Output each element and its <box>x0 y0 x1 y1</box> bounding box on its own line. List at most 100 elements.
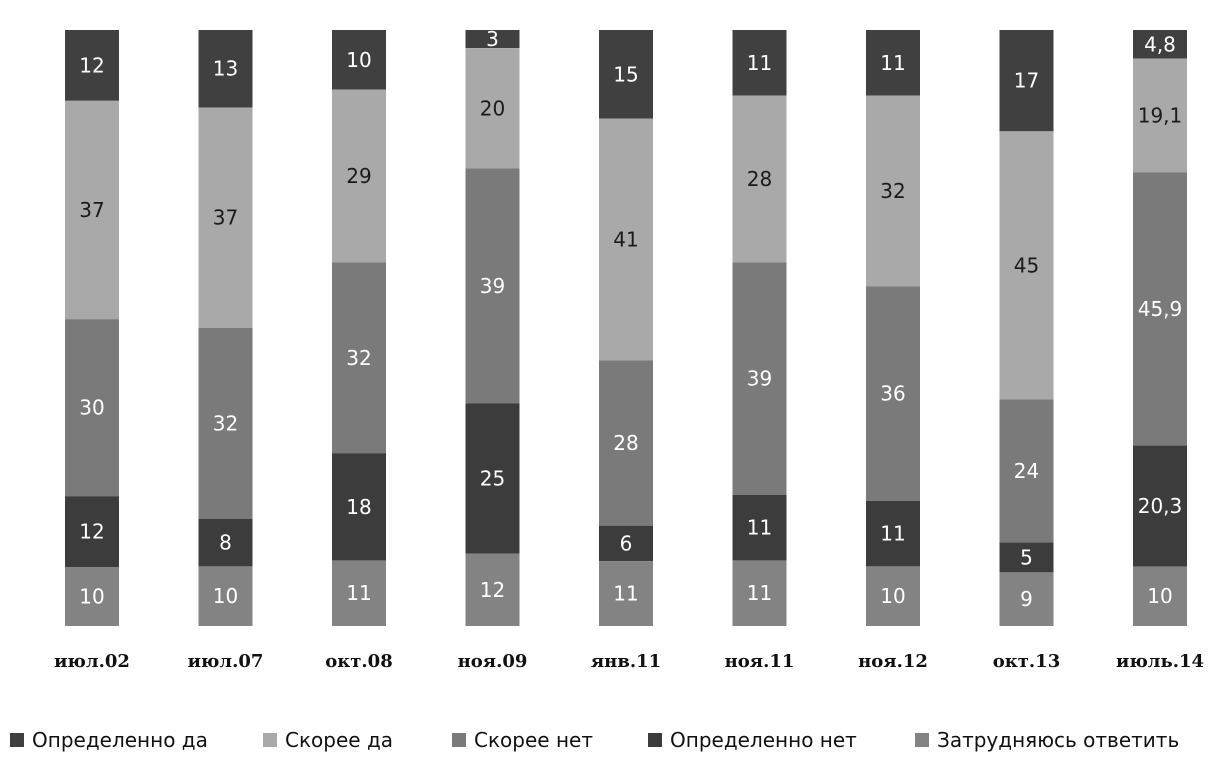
category-label-2: июл.07 <box>188 651 264 672</box>
data-label-rather-yes-8: 45 <box>1014 253 1039 277</box>
data-label-definitely-no-1: 12 <box>79 520 104 544</box>
bar-segment-rather-no-6 <box>732 262 787 495</box>
data-label-definitely-yes-7: 11 <box>880 51 905 75</box>
bar-segment-hard-to-say-3 <box>332 560 386 626</box>
bar-segment-definitely-no-1 <box>65 496 119 567</box>
legend-label-definitely-yes: Определенно да <box>32 728 208 752</box>
data-label-definitely-yes-1: 12 <box>79 53 104 77</box>
legend-swatch-definitely-no <box>648 733 662 747</box>
bar-segment-rather-no-8 <box>999 399 1054 543</box>
data-label-rather-no-7: 36 <box>880 382 905 406</box>
data-label-rather-yes-5: 41 <box>613 227 638 251</box>
category-label-6: ноя.11 <box>725 651 795 672</box>
bar-segment-definitely-yes-9 <box>1133 30 1187 59</box>
data-label-hard-to-say-2: 10 <box>213 584 238 608</box>
category-label-7: ноя.12 <box>858 651 928 672</box>
data-label-definitely-no-9: 20,3 <box>1138 494 1183 518</box>
category-label-1: июл.02 <box>54 651 130 672</box>
data-label-rather-no-4: 39 <box>480 274 505 298</box>
bar-segment-definitely-no-4 <box>465 403 520 554</box>
data-label-definitely-yes-9: 4,8 <box>1144 32 1176 56</box>
stacked-bar-chart: 12 37 30 12 10 13 37 32 8 10 10 29 32 18 11 3 20 39 25 12 15… <box>54 27 1205 672</box>
bar-segment-rather-no-9 <box>1133 172 1187 446</box>
bar-segment-hard-to-say-9 <box>1133 566 1187 626</box>
data-label-definitely-no-5: 6 <box>620 531 633 555</box>
data-label-definitely-yes-8: 17 <box>1014 69 1039 93</box>
bar-segment-definitely-yes-6 <box>732 30 787 96</box>
data-label-definitely-yes-5: 15 <box>613 62 638 86</box>
data-label-rather-no-1: 30 <box>79 396 104 420</box>
data-label-definitely-no-6: 11 <box>747 516 772 540</box>
bar-segment-rather-yes-8 <box>999 131 1054 400</box>
bar-segment-definitely-no-7 <box>866 500 920 567</box>
bar-segment-hard-to-say-6 <box>732 560 787 626</box>
legend-item-definitely-no: Определенно нет <box>648 728 857 752</box>
data-label-hard-to-say-1: 10 <box>79 584 104 608</box>
category-label-5: янв.11 <box>591 651 661 672</box>
bar-segment-definitely-yes-8 <box>999 30 1054 132</box>
data-label-definitely-no-8: 5 <box>1020 545 1033 569</box>
bar-segment-rather-no-5 <box>599 360 653 526</box>
data-label-definitely-no-2: 8 <box>219 531 232 555</box>
data-label-hard-to-say-9: 10 <box>1147 584 1172 608</box>
data-label-rather-yes-1: 37 <box>79 198 104 222</box>
bar-segment-definitely-yes-1 <box>65 30 119 101</box>
data-label-rather-no-5: 28 <box>613 431 638 455</box>
category-label-8: окт.13 <box>993 651 1060 672</box>
bar-segment-definitely-yes-5 <box>599 30 653 119</box>
data-label-hard-to-say-5: 11 <box>613 582 638 606</box>
data-label-rather-yes-9: 19,1 <box>1138 103 1183 127</box>
data-label-definitely-yes-3: 10 <box>346 48 371 72</box>
bar-segment-rather-yes-1 <box>65 100 119 320</box>
data-label-definitely-yes-4: 3 <box>486 27 499 51</box>
data-label-hard-to-say-3: 11 <box>346 581 371 605</box>
bar-segment-definitely-no-3 <box>332 453 386 561</box>
bar-segment-rather-yes-2 <box>198 107 253 328</box>
bar-segment-rather-yes-6 <box>732 95 787 263</box>
bar-segment-hard-to-say-2 <box>198 566 253 626</box>
legend-label-rather-no: Скорее нет <box>474 728 593 752</box>
bar-segment-definitely-no-8 <box>999 542 1054 573</box>
bar-segment-rather-no-2 <box>198 328 253 519</box>
bar-segment-rather-no-1 <box>65 319 119 497</box>
bar-segment-rather-no-4 <box>465 168 520 404</box>
category-label-4: ноя.09 <box>458 651 528 672</box>
bar-segment-definitely-no-5 <box>599 525 653 562</box>
data-label-rather-yes-7: 32 <box>880 179 905 203</box>
data-label-hard-to-say-8: 9 <box>1020 587 1033 611</box>
bar-segment-definitely-no-9 <box>1133 445 1187 567</box>
data-label-definitely-no-3: 18 <box>346 495 371 519</box>
bar-segment-definitely-yes-7 <box>866 30 920 96</box>
bar-segment-definitely-yes-3 <box>332 30 386 90</box>
data-label-rather-no-6: 39 <box>747 367 772 391</box>
data-label-definitely-no-4: 25 <box>480 467 505 491</box>
legend-label-definitely-no: Определенно нет <box>670 728 857 752</box>
legend-item-rather-no: Скорее нет <box>452 728 593 752</box>
bar-segment-rather-yes-7 <box>866 95 920 287</box>
category-label-9: июль.14 <box>1116 651 1204 672</box>
category-labels: июл.02 июл.07 окт.08 ноя.09 янв.11 ноя.11 ноя.… <box>54 651 1204 672</box>
data-label-rather-no-8: 24 <box>1014 459 1039 483</box>
data-label-hard-to-say-6: 11 <box>747 581 772 605</box>
data-label-rather-no-2: 32 <box>213 411 238 435</box>
legend-swatch-hard-to-say <box>915 733 929 747</box>
bar-segment-rather-yes-5 <box>599 118 653 361</box>
data-label-rather-no-3: 32 <box>346 346 371 370</box>
legend: Определенно да Скорее да Скорее нет Опре… <box>0 728 1217 762</box>
bar-segment-hard-to-say-8 <box>999 572 1054 626</box>
bar-segment-hard-to-say-4 <box>465 553 520 626</box>
legend-item-rather-yes: Скорее да <box>263 728 393 752</box>
bar-segment-definitely-no-6 <box>732 494 787 561</box>
data-label-definitely-yes-6: 11 <box>747 51 772 75</box>
bar-segment-rather-no-7 <box>866 286 920 501</box>
bar-segment-rather-yes-3 <box>332 89 386 263</box>
bar-segment-hard-to-say-5 <box>599 561 653 626</box>
legend-swatch-rather-no <box>452 733 466 747</box>
data-label-definitely-no-7: 11 <box>880 522 905 546</box>
bar-segment-definitely-no-2 <box>198 518 253 567</box>
legend-label-rather-yes: Скорее да <box>285 728 394 752</box>
data-label-rather-yes-4: 20 <box>480 96 505 120</box>
bar-segment-hard-to-say-1 <box>65 566 119 626</box>
legend-item-definitely-yes: Определенно да <box>10 728 208 752</box>
bar-segment-rather-yes-4 <box>465 48 520 169</box>
